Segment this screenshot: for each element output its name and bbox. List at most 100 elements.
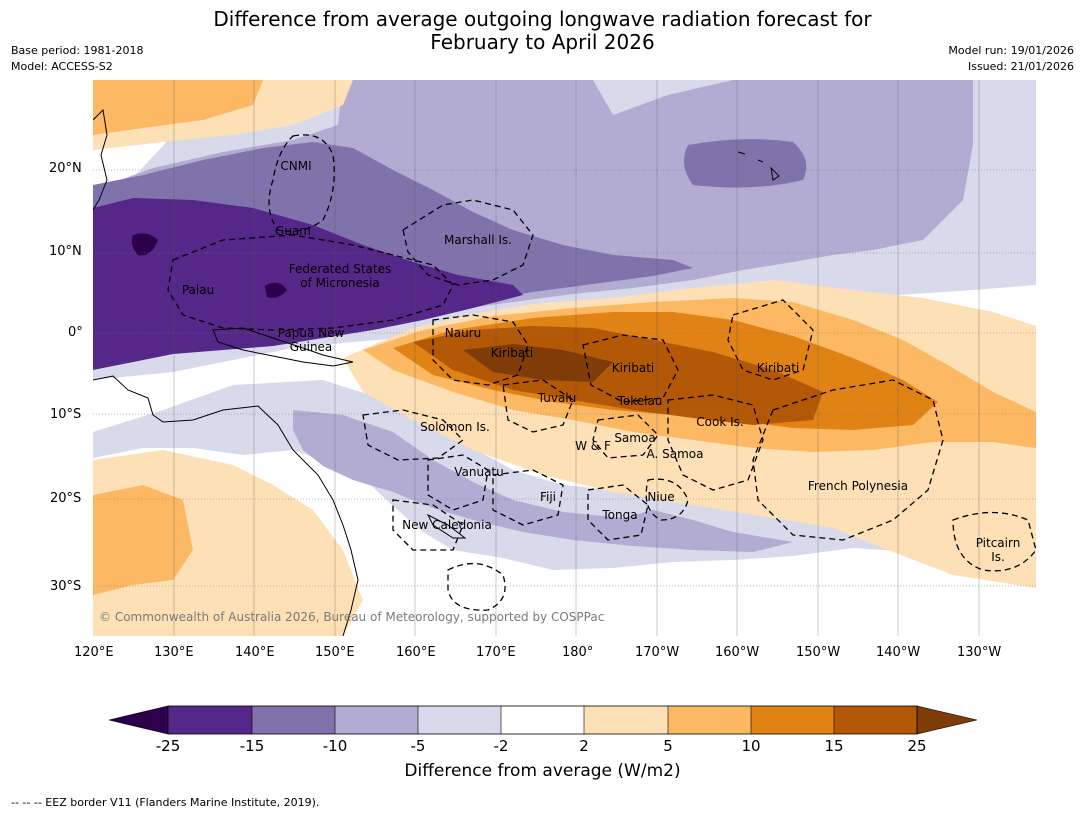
- label-newcal: New Caledonia: [402, 518, 492, 532]
- graticule: [93, 169, 1036, 587]
- label-kiribati-w: Kiribati: [491, 346, 533, 360]
- field-orange-sw: [93, 485, 193, 595]
- label-vanuatu: Vanuatu: [454, 465, 504, 479]
- label-frenchpoly: French Polynesia: [808, 479, 908, 493]
- eez-marshall: [402, 199, 534, 286]
- lon-tick-170e: 170°E: [476, 645, 516, 660]
- colorbar-dividers: [251, 706, 835, 734]
- eez-footnote: -- -- -- EEZ border V11 (Flanders Marine…: [11, 796, 320, 809]
- eez-tonga: [587, 484, 649, 541]
- copyright-notice: © Commonwealth of Australia 2026, Bureau…: [99, 610, 605, 624]
- label-nauru: Nauru: [445, 326, 481, 340]
- label-samoa: Samoa: [614, 431, 655, 445]
- eez-tuvalu: [502, 379, 574, 433]
- lon-tick-180: 180°: [562, 645, 594, 660]
- forecast-map: CNMI Guam Marshall Is. Federated States …: [93, 80, 1036, 636]
- colorbar-bin-6: [584, 706, 668, 734]
- lat-tick-20n: 20°N: [49, 161, 82, 176]
- colorbar-title: Difference from average (W/m2): [404, 761, 681, 781]
- colorbar-bin-3: [335, 706, 418, 734]
- lon-tick-140w: 140°W: [876, 645, 921, 660]
- meta-left: Base period: 1981-2018 Model: ACCESS-S2: [11, 43, 143, 75]
- lon-tick-140e: 140°E: [235, 645, 275, 660]
- eez-niue: [645, 478, 689, 521]
- label-fsm-2: of Micronesia: [300, 276, 380, 290]
- lat-tick-20s: 20°S: [50, 491, 82, 506]
- colorbar-under: [108, 705, 169, 735]
- colorbar-tick-15: 15: [824, 737, 844, 755]
- issued-date: Issued: 21/01/2026: [967, 60, 1074, 73]
- lon-tick-160w: 160°W: [715, 645, 760, 660]
- eez-newcal: [392, 499, 464, 551]
- colorbar: [108, 705, 978, 735]
- eez-frenchpoly: [752, 379, 944, 541]
- colorbar-tick-2: 2: [579, 737, 589, 755]
- label-png-2: Guinea: [290, 340, 333, 354]
- lat-tick-10s: 10°S: [50, 407, 82, 422]
- map-svg: CNMI Guam Marshall Is. Federated States …: [93, 80, 1036, 636]
- lon-tick-120e: 120°E: [74, 645, 114, 660]
- label-png-1: Papua New: [278, 326, 345, 340]
- meta-right: Model run: 19/01/2026 Issued: 21/01/2026: [948, 43, 1074, 75]
- label-niue: Niue: [647, 490, 674, 504]
- colorbar-bin-8: [751, 706, 834, 734]
- label-guam: Guam: [275, 224, 311, 238]
- colorbar-bin-5: [501, 706, 584, 734]
- model-run: Model run: 19/01/2026: [948, 44, 1074, 57]
- colorbar-bin-9: [834, 706, 917, 734]
- lon-tick-130w: 130°W: [957, 645, 1002, 660]
- eez-newzealand: [447, 563, 506, 611]
- coastlines: [93, 108, 780, 636]
- colorbar-tick-25: 25: [907, 737, 927, 755]
- coast-hawaii: [737, 151, 780, 181]
- eez-vanuatu: [427, 454, 489, 511]
- label-pitcairn-1: Pitcairn: [976, 536, 1021, 550]
- title-line-1: Difference from average outgoing longwav…: [213, 7, 872, 31]
- lat-tick-10n: 10°N: [49, 244, 82, 259]
- eez-fiji: [492, 469, 564, 526]
- lon-tick-150e: 150°E: [315, 645, 355, 660]
- title-line-2: February to April 2026: [430, 30, 655, 54]
- field-purple-core: [93, 198, 523, 370]
- lon-tick-130e: 130°E: [154, 645, 194, 660]
- field-orange-nw: [93, 80, 263, 135]
- eez-pitcairn: [952, 511, 1036, 572]
- eez-kiribati-e: [727, 299, 814, 381]
- label-cnmi: CNMI: [280, 159, 311, 173]
- eez-cnmi: [268, 134, 335, 232]
- label-tuvalu: Tuvalu: [537, 391, 577, 405]
- lon-tick-170w: 170°W: [635, 645, 680, 660]
- colorbar-bin-2: [252, 706, 335, 734]
- eez-kiribati-w: [432, 314, 529, 386]
- field-hawaii-dark: [684, 139, 807, 188]
- lon-tick-150w: 150°W: [796, 645, 841, 660]
- base-period: Base period: 1981-2018: [11, 44, 144, 57]
- lat-tick-30s: 30°S: [50, 579, 82, 594]
- lon-tick-160e: 160°E: [396, 645, 436, 660]
- colorbar-bin-7: [668, 706, 751, 734]
- lat-tick-0: 0°: [68, 325, 83, 340]
- label-tonga: Tonga: [601, 508, 637, 522]
- label-marshall: Marshall Is.: [444, 233, 512, 247]
- eez-solomon: [362, 409, 465, 461]
- colorbar-over: [916, 705, 978, 735]
- eez-kiribati-c: [582, 334, 679, 403]
- label-asamoa: A. Samoa: [647, 447, 704, 461]
- field-purple-extreme-2: [265, 282, 287, 298]
- colorbar-tick-m5: -5: [410, 737, 426, 755]
- model-name: Model: ACCESS-S2: [11, 60, 113, 73]
- coast-australia: [93, 375, 359, 636]
- region-labels: CNMI Guam Marshall Is. Federated States …: [182, 159, 1020, 564]
- label-cook: Cook Is.: [696, 415, 743, 429]
- coast-new-caledonia: [426, 513, 467, 539]
- colorbar-bin-1: [168, 706, 252, 734]
- label-wf: W & F: [575, 439, 611, 453]
- colorbar-tick-m10: -10: [322, 737, 348, 755]
- eez-cook: [667, 394, 764, 491]
- label-fsm-1: Federated States: [289, 262, 391, 276]
- colorbar-tick-m25: -25: [155, 737, 181, 755]
- label-tokelau: Tokelau: [617, 394, 663, 408]
- colorbar-frame: [167, 705, 918, 735]
- colorbar-tick-m2: -2: [493, 737, 509, 755]
- field-purple-mid-south: [293, 410, 793, 552]
